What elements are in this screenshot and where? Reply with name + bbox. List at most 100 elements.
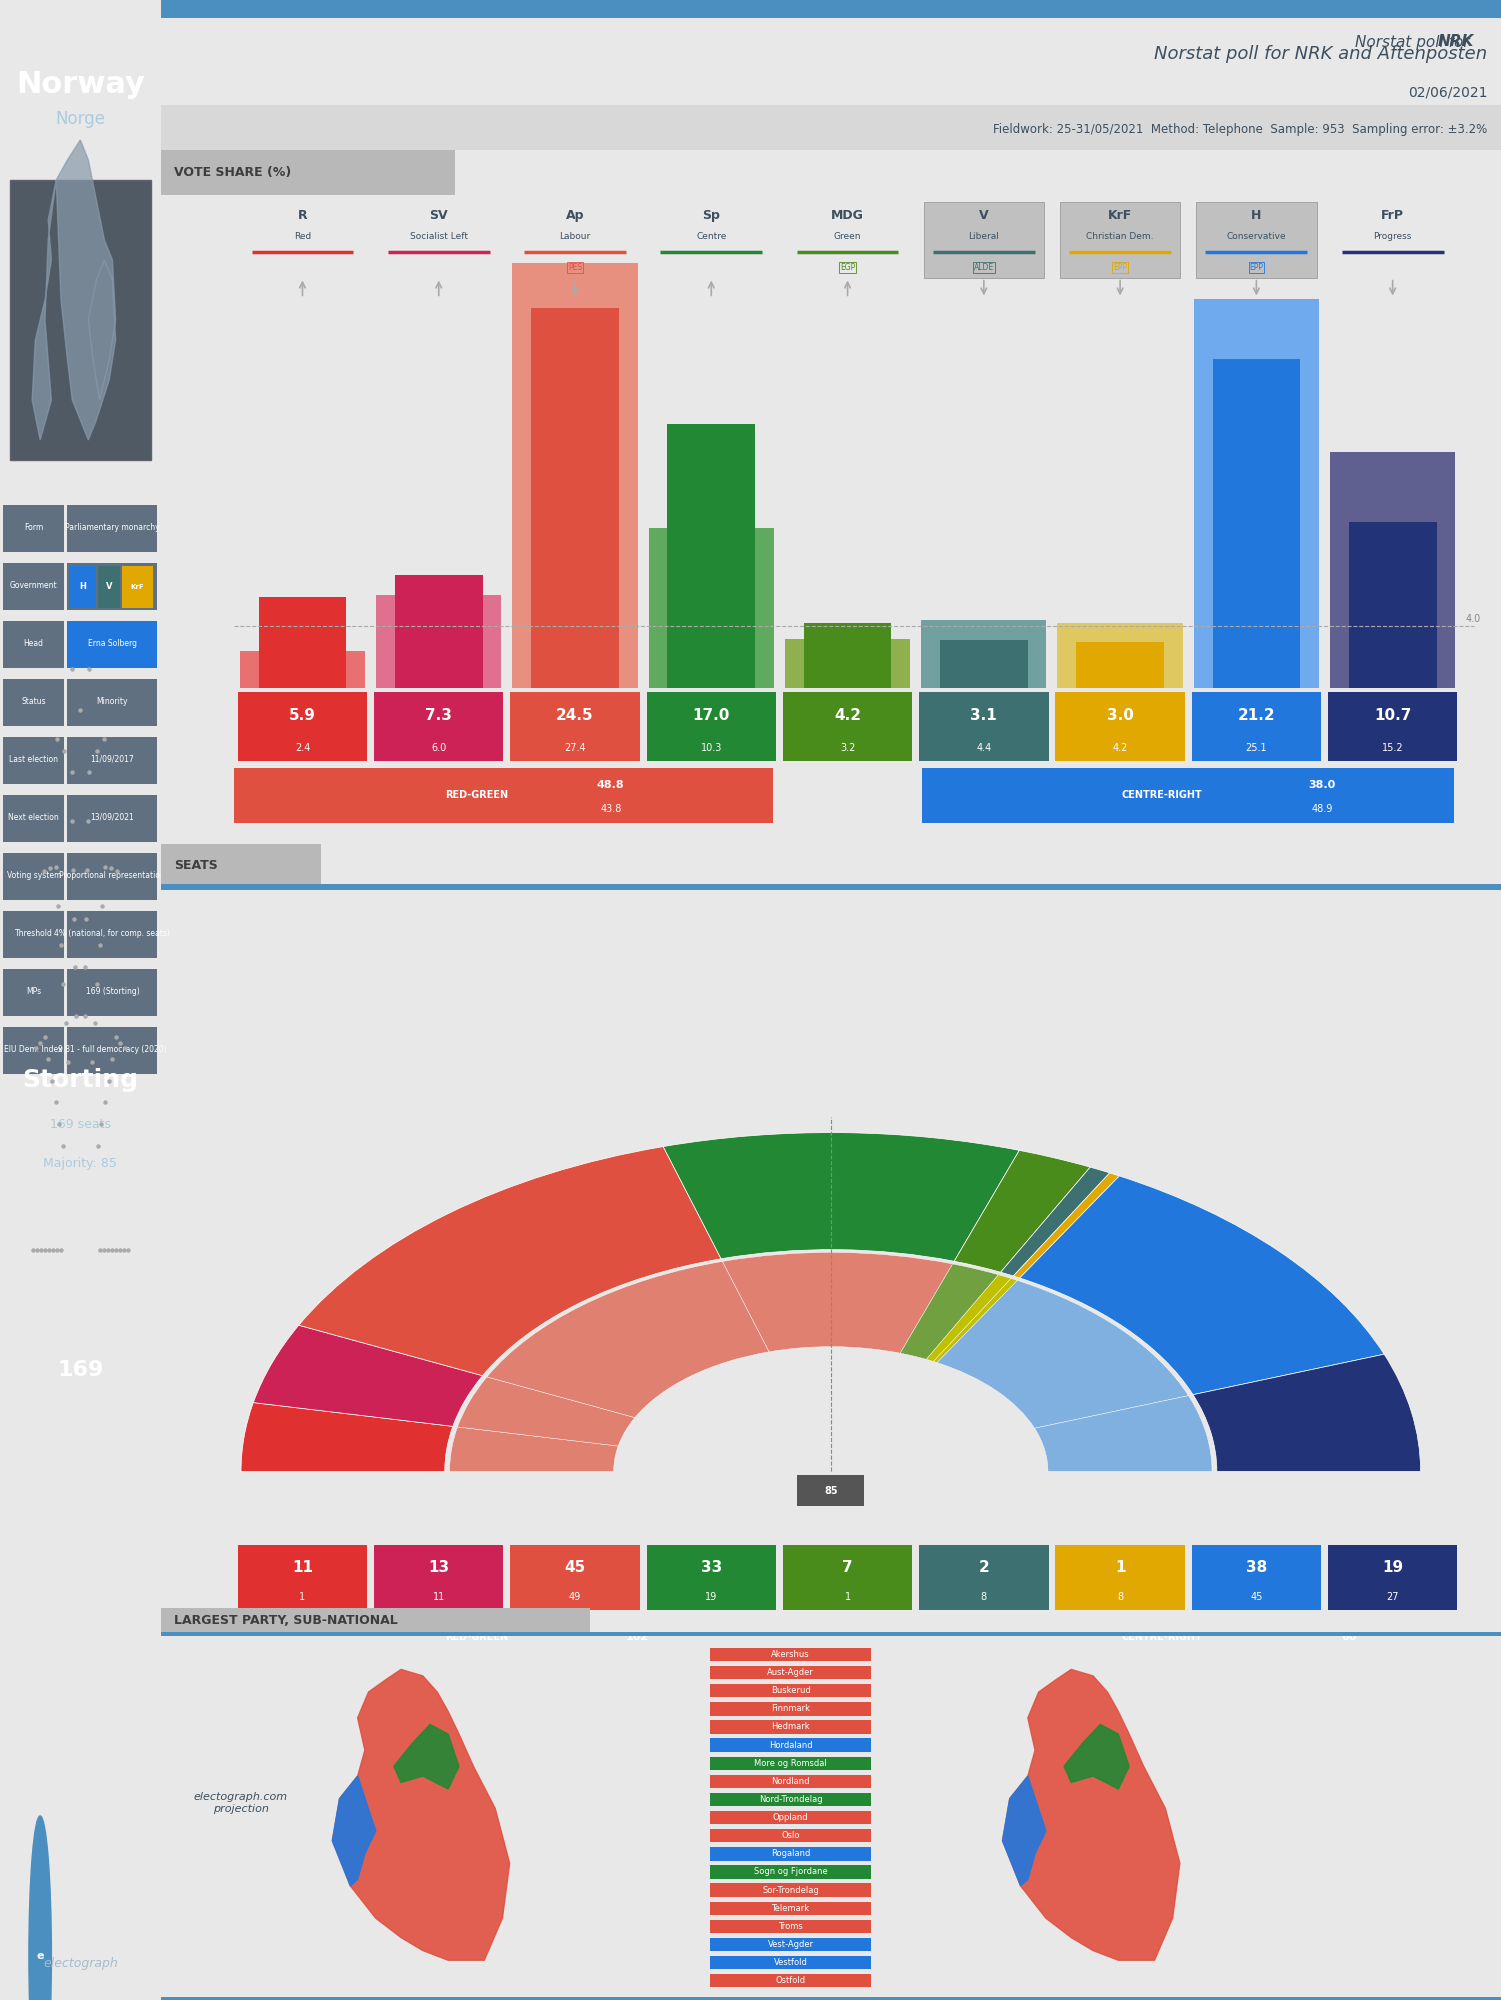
Text: Buskerud: Buskerud (770, 1686, 811, 1696)
Text: 5.9: 5.9 (290, 708, 315, 724)
Text: Akershus: Akershus (772, 1650, 811, 1658)
Text: Fieldwork: 25-31/05/2021  Method: Telephone  Sample: 953  Sampling error: ±3.2%: Fieldwork: 25-31/05/2021 Method: Telepho… (994, 122, 1487, 136)
Text: 8: 8 (980, 1592, 986, 1602)
Wedge shape (901, 1264, 998, 1360)
Text: 02/06/2021: 02/06/2021 (1408, 86, 1487, 100)
FancyBboxPatch shape (1055, 1544, 1184, 1610)
Text: Centre: Centre (696, 232, 726, 240)
FancyBboxPatch shape (1330, 452, 1456, 688)
Text: 25.1: 25.1 (1246, 744, 1267, 754)
FancyBboxPatch shape (68, 852, 158, 900)
Text: 11/09/2017: 11/09/2017 (90, 754, 134, 764)
FancyBboxPatch shape (3, 678, 65, 726)
Text: EIU Dem. Index: EIU Dem. Index (5, 1044, 63, 1054)
FancyBboxPatch shape (710, 1792, 871, 1806)
FancyBboxPatch shape (68, 1026, 158, 1074)
Text: CENTRE-RIGHT: CENTRE-RIGHT (1121, 1632, 1202, 1642)
Text: 4.2: 4.2 (1112, 744, 1127, 754)
FancyBboxPatch shape (3, 794, 65, 842)
FancyBboxPatch shape (1328, 1544, 1457, 1610)
Text: 15.2: 15.2 (1382, 744, 1403, 754)
Text: SEATS: SEATS (174, 858, 218, 872)
Text: 10.7: 10.7 (1373, 708, 1411, 724)
FancyBboxPatch shape (237, 1544, 368, 1610)
FancyBboxPatch shape (3, 910, 65, 958)
FancyBboxPatch shape (710, 1848, 871, 1860)
FancyBboxPatch shape (785, 638, 910, 688)
FancyBboxPatch shape (1076, 642, 1163, 688)
Wedge shape (934, 1278, 1018, 1362)
Text: 7: 7 (842, 1560, 853, 1574)
Text: 27: 27 (1387, 1592, 1399, 1602)
Text: 7.3: 7.3 (425, 708, 452, 724)
FancyBboxPatch shape (647, 692, 776, 760)
Text: Norstat poll for NRK and Aftenposten: Norstat poll for NRK and Aftenposten (1154, 44, 1487, 62)
Text: Status: Status (21, 696, 47, 706)
Text: Norway: Norway (17, 70, 144, 98)
Text: KrF: KrF (1108, 210, 1132, 222)
FancyBboxPatch shape (122, 566, 153, 608)
Text: Majority: 85: Majority: 85 (44, 1158, 117, 1170)
Text: Vest-Agder: Vest-Agder (767, 1940, 814, 1948)
FancyBboxPatch shape (161, 844, 321, 886)
FancyBboxPatch shape (710, 1810, 871, 1824)
Text: Oslo: Oslo (782, 1832, 800, 1840)
FancyBboxPatch shape (710, 1830, 871, 1842)
FancyBboxPatch shape (668, 424, 755, 688)
Text: Form: Form (24, 522, 44, 532)
FancyBboxPatch shape (923, 202, 1045, 278)
FancyBboxPatch shape (3, 852, 65, 900)
Text: Liberal: Liberal (968, 232, 1000, 240)
FancyBboxPatch shape (161, 0, 1501, 18)
Text: 4% (national, for comp. seats): 4% (national, for comp. seats) (54, 928, 170, 938)
Text: 3.2: 3.2 (841, 744, 856, 754)
Text: EPP: EPP (1114, 262, 1127, 272)
FancyBboxPatch shape (531, 308, 618, 688)
FancyBboxPatch shape (1192, 692, 1321, 760)
Wedge shape (450, 1426, 618, 1472)
FancyBboxPatch shape (68, 910, 158, 958)
Text: R: R (297, 210, 308, 222)
FancyBboxPatch shape (98, 566, 120, 608)
FancyBboxPatch shape (374, 1544, 503, 1610)
Text: H: H (80, 582, 86, 592)
Text: 1: 1 (1115, 1560, 1126, 1574)
FancyBboxPatch shape (237, 692, 368, 760)
FancyBboxPatch shape (161, 1608, 590, 1634)
FancyBboxPatch shape (510, 1544, 639, 1610)
Text: Sp: Sp (702, 210, 720, 222)
Text: V: V (107, 582, 113, 592)
Text: EPP: EPP (1249, 262, 1264, 272)
FancyBboxPatch shape (919, 1544, 1049, 1610)
Text: Proportional representation: Proportional representation (60, 870, 165, 880)
Text: 19: 19 (705, 1592, 717, 1602)
Wedge shape (242, 1402, 453, 1472)
Text: Hordaland: Hordaland (769, 1740, 812, 1750)
Text: 3.0: 3.0 (1106, 708, 1133, 724)
FancyBboxPatch shape (510, 692, 639, 760)
FancyBboxPatch shape (710, 1884, 871, 1896)
Wedge shape (486, 1262, 769, 1418)
Wedge shape (937, 1280, 1189, 1428)
Text: More og Romsdal: More og Romsdal (754, 1758, 827, 1768)
Text: 11: 11 (293, 1560, 314, 1574)
FancyBboxPatch shape (710, 1920, 871, 1934)
FancyBboxPatch shape (1060, 202, 1180, 278)
Text: 49: 49 (569, 1592, 581, 1602)
Polygon shape (332, 1670, 510, 1960)
Text: Sogn og Fjordane: Sogn og Fjordane (754, 1868, 827, 1876)
Text: 38.0: 38.0 (1309, 780, 1336, 790)
Text: Labour: Labour (560, 232, 590, 240)
Text: NRK: NRK (1438, 34, 1474, 50)
Text: electograph.com
projection: electograph.com projection (194, 1792, 288, 1814)
Text: 10.3: 10.3 (701, 744, 722, 754)
Text: H: H (1252, 210, 1261, 222)
FancyBboxPatch shape (1349, 522, 1436, 688)
Text: Green: Green (835, 232, 862, 240)
FancyBboxPatch shape (1213, 360, 1300, 688)
Text: RED-GREEN: RED-GREEN (446, 1632, 509, 1642)
FancyBboxPatch shape (1055, 692, 1184, 760)
Text: V: V (979, 210, 989, 222)
Polygon shape (32, 140, 116, 440)
Text: e: e (36, 1952, 44, 1960)
